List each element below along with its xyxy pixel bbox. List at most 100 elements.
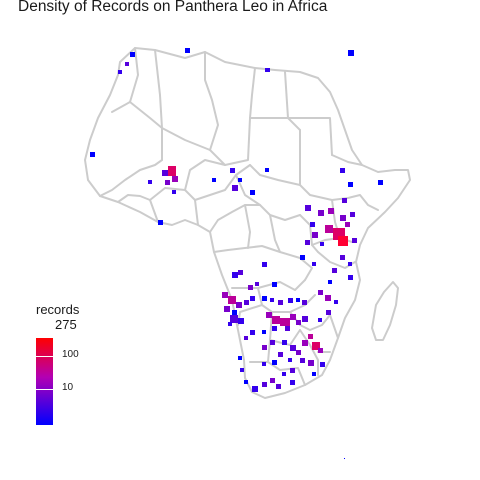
legend-title: records: [36, 302, 80, 317]
density-cell: [172, 190, 176, 194]
density-cell: [378, 180, 383, 185]
density-cell: [232, 272, 238, 278]
density-cell: [255, 282, 259, 286]
density-cell: [265, 68, 270, 72]
density-cell: [348, 275, 353, 280]
density-cell: [266, 312, 272, 318]
density-cell: [228, 296, 236, 304]
country-borders: [84, 47, 411, 399]
density-cell: [282, 372, 286, 376]
density-cell: [262, 362, 266, 366]
density-cell: [278, 352, 283, 357]
density-cell: [270, 298, 274, 302]
density-cell: [300, 358, 305, 363]
density-cell: [90, 152, 95, 157]
density-cell: [288, 298, 293, 303]
density-cell: [318, 348, 323, 353]
density-cell: [262, 382, 267, 387]
legend-tick-10: 10: [62, 382, 74, 393]
density-cell: [290, 380, 295, 385]
density-cell: [320, 242, 324, 246]
density-cell: [165, 180, 170, 185]
density-cell: [290, 314, 296, 320]
density-cell: [302, 316, 308, 322]
density-cell: [300, 255, 305, 260]
density-cell: [238, 318, 244, 324]
density-cell: [232, 310, 237, 315]
density-cell: [125, 62, 129, 66]
density-cell: [270, 340, 275, 345]
density-cell: [262, 296, 267, 301]
density-cell: [340, 168, 345, 173]
continent-outline: [84, 47, 411, 399]
legend-max-label: 275: [55, 317, 77, 332]
density-cell: [318, 210, 324, 216]
density-cell: [305, 205, 311, 211]
density-cell: [312, 262, 316, 266]
density-cell: [250, 190, 255, 195]
density-cell: [212, 178, 216, 182]
density-cell: [168, 166, 176, 176]
density-cell: [305, 240, 310, 245]
density-cell: [310, 222, 315, 227]
density-cell: [230, 315, 238, 323]
density-cell: [320, 362, 325, 367]
density-cell: [238, 178, 242, 182]
density-cell: [162, 170, 168, 176]
density-cell: [318, 318, 322, 322]
density-cell: [262, 330, 266, 334]
density-cell: [238, 356, 242, 360]
density-cell: [248, 285, 253, 290]
density-cell: [352, 238, 357, 243]
density-cell: [302, 340, 308, 346]
density-cell: [130, 52, 135, 57]
density-cell: [348, 50, 354, 56]
density-cell: [185, 48, 190, 53]
density-cell: [308, 334, 313, 339]
density-cell: [340, 255, 345, 260]
legend-tickmark: [36, 389, 53, 390]
density-cell: [278, 300, 283, 305]
density-cell: [350, 212, 355, 217]
density-cell: [290, 368, 295, 373]
map-title: Density of Records on Panthera Leo in Af…: [18, 0, 328, 15]
density-cell: [288, 358, 292, 362]
density-cell: [244, 300, 249, 305]
density-cell: [325, 295, 331, 301]
legend-tickmark: [36, 356, 53, 357]
density-cell: [272, 326, 277, 331]
density-cell: [312, 232, 318, 238]
density-cell: [326, 310, 331, 315]
density-cell: [262, 262, 267, 267]
density-cell: [334, 300, 338, 304]
density-cell: [348, 182, 353, 187]
density-cell: [296, 350, 301, 355]
density-cell: [262, 345, 267, 350]
density-cell: [148, 180, 152, 184]
density-cell: [325, 225, 333, 233]
density-cell: [328, 208, 334, 214]
density-cell: [118, 70, 122, 74]
density-cell: [250, 330, 255, 335]
density-cell: [296, 320, 301, 325]
density-cell: [342, 198, 347, 203]
density-cell: [344, 458, 345, 459]
density-cell: [272, 282, 277, 287]
density-cell: [272, 360, 277, 365]
density-cell: [296, 298, 300, 302]
density-cell: [230, 168, 235, 173]
density-cell: [332, 268, 337, 273]
density-cell: [244, 380, 248, 384]
density-cells: [90, 48, 383, 459]
density-cell: [338, 236, 348, 246]
density-cell: [312, 372, 316, 376]
density-cell: [328, 280, 332, 284]
density-cell: [224, 306, 230, 312]
density-cell: [244, 336, 248, 340]
density-cell: [272, 316, 280, 324]
density-cell: [240, 368, 244, 372]
density-cell: [228, 322, 232, 326]
density-cell: [172, 176, 178, 182]
density-cell: [265, 168, 269, 172]
